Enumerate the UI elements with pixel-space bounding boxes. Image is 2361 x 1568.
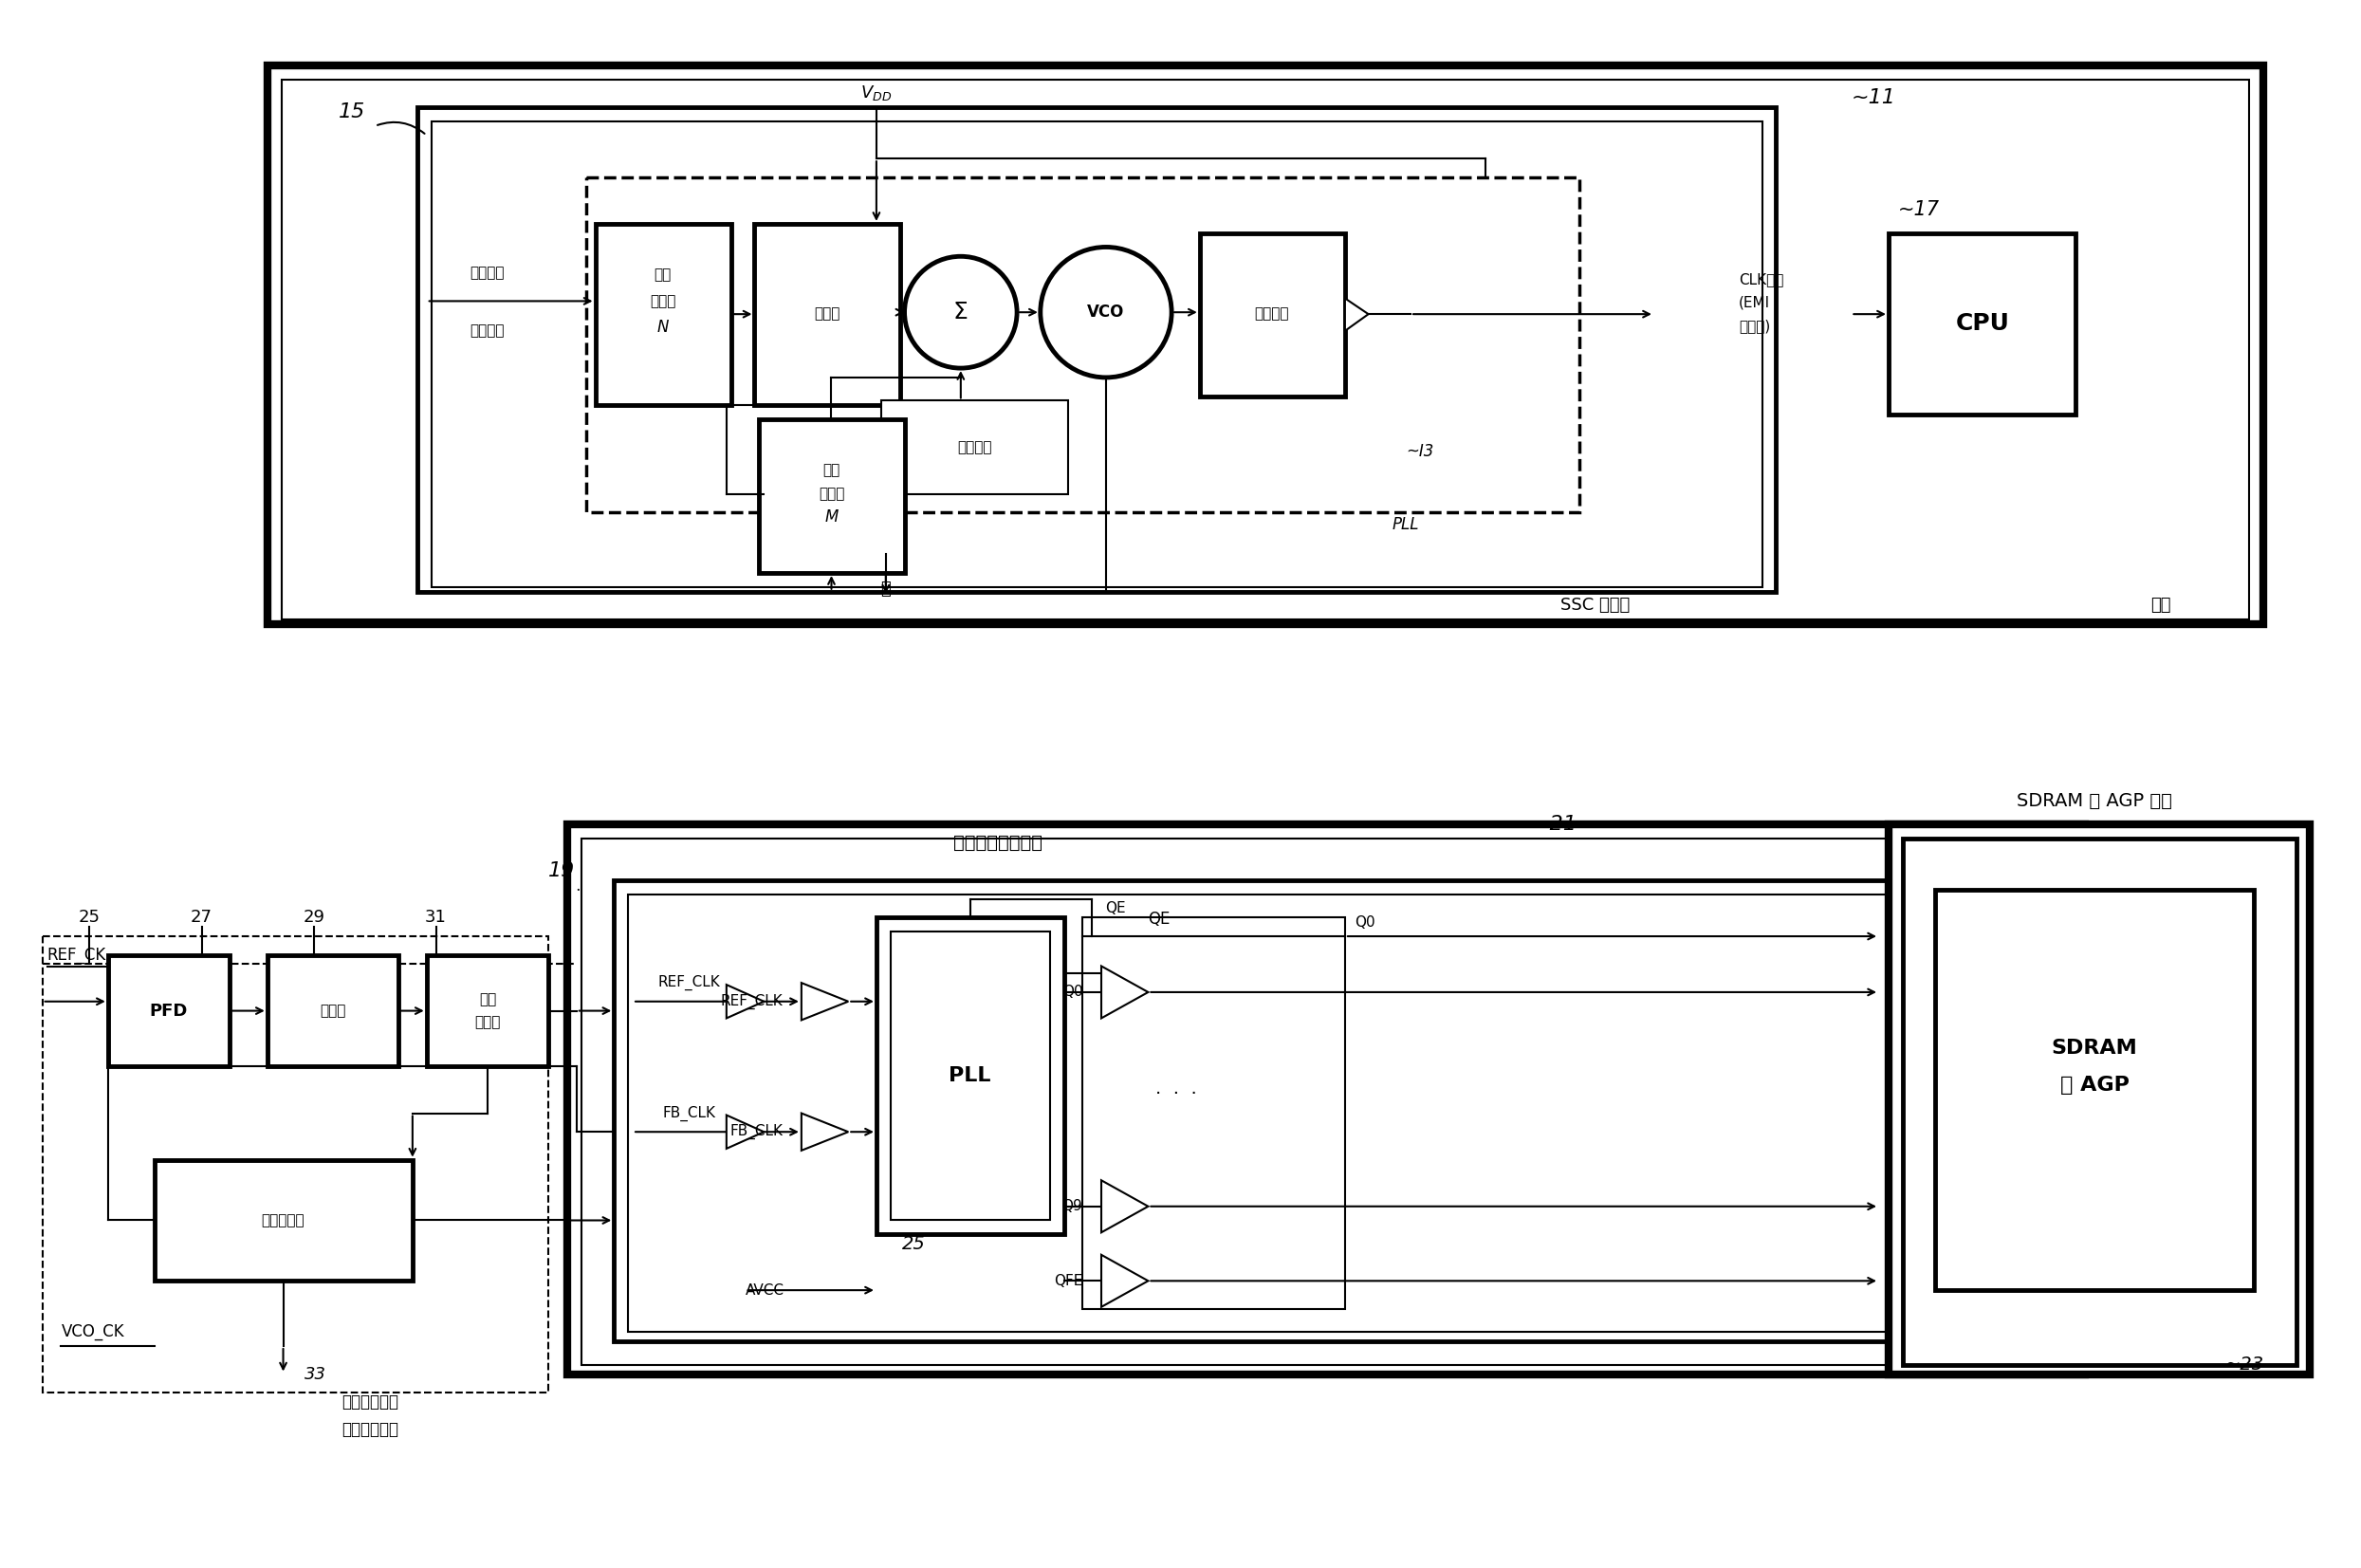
Polygon shape	[800, 983, 848, 1021]
Text: 后分频器: 后分频器	[1254, 307, 1289, 321]
Text: REF_CLK: REF_CLK	[659, 975, 720, 991]
Text: 环路: 环路	[479, 993, 496, 1007]
Bar	[267, 66, 2264, 624]
Text: 基于锁相环的: 基于锁相环的	[342, 1394, 399, 1411]
Text: 29: 29	[302, 909, 326, 927]
Bar	[267, 955, 399, 1066]
Text: ~17: ~17	[1898, 201, 1941, 220]
Text: 或 AGP: 或 AGP	[2061, 1076, 2130, 1094]
Polygon shape	[1346, 298, 1369, 331]
Text: Q0: Q0	[1062, 985, 1084, 999]
Polygon shape	[1100, 1181, 1147, 1232]
Bar	[1199, 234, 1346, 397]
Text: QE: QE	[1105, 902, 1126, 916]
Text: N: N	[656, 318, 668, 336]
Text: CPU: CPU	[1955, 312, 2009, 336]
Text: 电荷泵: 电荷泵	[815, 307, 841, 321]
Text: 反馈: 反馈	[822, 464, 841, 478]
Text: 分频器: 分频器	[649, 293, 675, 309]
Text: VCO_CK: VCO_CK	[61, 1323, 125, 1341]
Circle shape	[1041, 248, 1171, 378]
Bar	[756, 224, 900, 406]
Text: ·  ·  ·: · · ·	[1155, 1085, 1197, 1104]
Bar	[890, 931, 1051, 1220]
Text: AVCC: AVCC	[746, 1283, 784, 1297]
Bar	[614, 880, 2028, 1341]
Bar	[881, 401, 1070, 494]
Text: CLK输出: CLK输出	[1738, 273, 1783, 287]
Text: 电荷泵: 电荷泵	[319, 1004, 345, 1018]
Polygon shape	[1100, 1254, 1147, 1308]
Bar	[567, 825, 2085, 1374]
Text: PLL: PLL	[949, 1066, 992, 1085]
Polygon shape	[727, 985, 765, 1018]
Bar	[876, 917, 1065, 1234]
Text: 压控振荡器: 压控振荡器	[262, 1214, 305, 1228]
Text: 参考输入: 参考输入	[470, 323, 505, 339]
Text: 27: 27	[191, 909, 212, 927]
Text: M: M	[824, 508, 838, 525]
Bar	[156, 1160, 413, 1281]
Bar	[1889, 234, 2075, 414]
Text: 时钟输入: 时钟输入	[470, 267, 505, 281]
Text: PLL: PLL	[1393, 516, 1419, 533]
Text: 15: 15	[338, 102, 366, 121]
Text: QE: QE	[1147, 911, 1171, 928]
Text: ~23: ~23	[2224, 1356, 2264, 1374]
Text: ~I3: ~I3	[1407, 444, 1433, 461]
Bar	[1936, 889, 2255, 1290]
Text: 分频器: 分频器	[819, 486, 845, 502]
Text: SDRAM 或 AGP 模块: SDRAM 或 AGP 模块	[2016, 792, 2172, 811]
Text: ~21: ~21	[1532, 815, 1577, 834]
Bar	[581, 839, 2071, 1364]
Bar	[1084, 917, 1346, 1309]
Text: SSC 发生器: SSC 发生器	[1561, 597, 1629, 615]
Polygon shape	[800, 1113, 848, 1151]
Text: 零延迟缓冲器: 零延迟缓冲器	[342, 1421, 399, 1438]
Bar	[628, 894, 2014, 1333]
Text: PFD: PFD	[149, 1002, 189, 1019]
Text: 地: 地	[881, 580, 890, 597]
Text: 零延迟时钟缓冲器: 零延迟时钟缓冲器	[954, 834, 1044, 851]
Bar	[281, 80, 2250, 619]
Bar	[418, 107, 1775, 591]
Text: SDRAM: SDRAM	[2052, 1038, 2137, 1057]
Bar	[586, 177, 1580, 513]
Text: FB_CLK: FB_CLK	[663, 1105, 715, 1121]
Text: 33: 33	[305, 1366, 326, 1383]
Bar	[432, 121, 1761, 586]
Text: VCO: VCO	[1088, 304, 1124, 321]
Bar	[760, 419, 904, 572]
Text: 调制波形: 调制波形	[959, 441, 992, 455]
Polygon shape	[1100, 966, 1147, 1018]
Bar	[1903, 839, 2297, 1364]
Text: REF_CK: REF_CK	[47, 947, 106, 963]
Text: ~11: ~11	[1851, 88, 1896, 108]
Circle shape	[904, 257, 1018, 368]
Bar	[1889, 825, 2309, 1374]
Text: 滤波器: 滤波器	[475, 1014, 501, 1029]
Text: 25: 25	[78, 909, 99, 927]
Text: Q0: Q0	[1355, 916, 1374, 930]
Text: Σ: Σ	[954, 301, 968, 323]
Text: REF_CLK: REF_CLK	[720, 994, 784, 1010]
Bar	[427, 955, 548, 1066]
Bar	[595, 224, 732, 406]
Text: $V_{DD}$: $V_{DD}$	[862, 85, 892, 103]
Text: QFE: QFE	[1053, 1273, 1084, 1287]
Bar	[42, 936, 548, 1392]
Text: 主板: 主板	[2151, 597, 2170, 615]
Text: FB_CLK: FB_CLK	[730, 1124, 784, 1140]
Bar	[109, 955, 229, 1066]
Text: (EMI: (EMI	[1738, 296, 1771, 310]
Text: 第一: 第一	[654, 268, 671, 282]
Text: Q9: Q9	[1062, 1200, 1084, 1214]
Polygon shape	[727, 1115, 765, 1149]
Text: 25: 25	[902, 1234, 926, 1253]
Text: 31: 31	[425, 909, 446, 927]
Text: 被抑制): 被抑制)	[1738, 320, 1771, 334]
Text: 19: 19	[548, 861, 576, 881]
